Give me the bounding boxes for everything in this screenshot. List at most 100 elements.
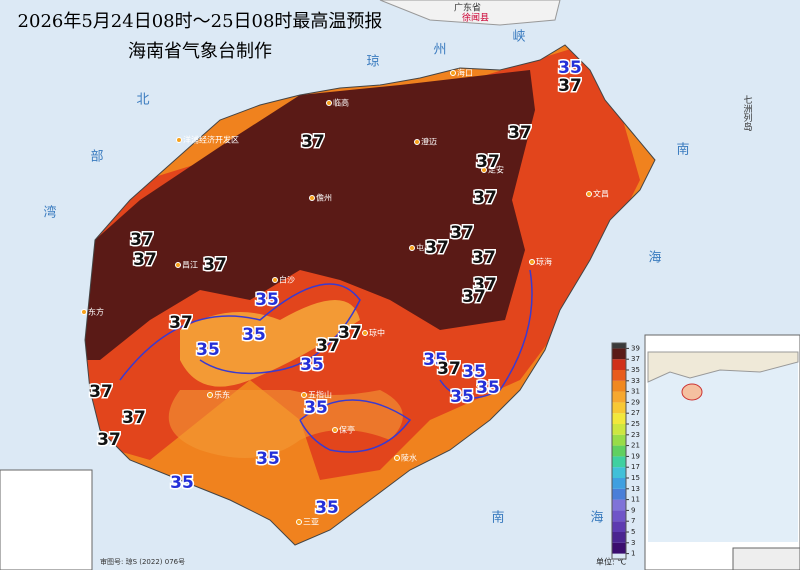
sea-label: 北 [136, 93, 149, 108]
sea-label: 海 [590, 511, 603, 526]
colorbar-segment [612, 467, 626, 478]
city-marker [296, 519, 302, 525]
city-label: 乐东 [214, 390, 230, 400]
temperature-label: 35 [450, 387, 474, 407]
sea-label: 峡 [512, 30, 525, 45]
city-label: 三亚 [303, 518, 319, 527]
city-label: 屯昌 [416, 243, 432, 253]
city-label: 文昌 [593, 189, 609, 199]
sea-label: 海 [648, 251, 661, 266]
temperature-label: 37 [338, 323, 362, 343]
temperature-label: 37 [97, 430, 121, 450]
temperature-label: 37 [437, 359, 461, 379]
sea-label: 南 [676, 142, 689, 158]
colorbar-segment [612, 488, 626, 500]
city-label: 昌江 [182, 261, 198, 270]
neighbor-label: 徐闻县 [462, 12, 489, 24]
city-label: 洋浦经济开发区 [183, 135, 239, 145]
colorbar-tick-label: 29 [631, 398, 640, 406]
city-label: 陵水 [401, 453, 417, 463]
colorbar-segment [612, 532, 626, 543]
city-marker [272, 277, 278, 283]
city-label: 澄迈 [421, 137, 437, 147]
colorbar-segment [612, 380, 626, 392]
city-label: 东方 [88, 307, 104, 317]
temperature-label: 37 [316, 336, 340, 356]
temperature-label: 37 [203, 255, 227, 275]
colorbar-tick-label: 31 [631, 388, 640, 396]
temperature-label: 35 [476, 378, 500, 398]
colorbar-frame [611, 342, 627, 560]
sea-label: 琼 [366, 55, 379, 70]
colorbar-tick-label: 37 [631, 355, 640, 363]
colorbar-tick-label: 39 [631, 344, 640, 352]
neighbor-label: 七洲列岛 [742, 95, 753, 132]
city-marker [450, 70, 456, 76]
colorbar-tick-label: 15 [631, 474, 640, 482]
colorbar-segment [612, 542, 626, 554]
temperature-label: 37 [425, 238, 449, 258]
colorbar-tick-label: 35 [631, 366, 640, 374]
temperature-label: 35 [304, 398, 328, 418]
colorbar-segment [612, 445, 626, 457]
inset-mainland [647, 351, 799, 383]
city-marker [394, 455, 400, 461]
temperature-label: 37 [89, 382, 113, 402]
colorbar-segment [612, 521, 626, 532]
temperature-label: 35 [462, 362, 486, 382]
city-label: 海口 [457, 68, 473, 78]
colorbar-tick-label: 33 [631, 377, 640, 385]
city-marker [476, 382, 482, 388]
city-marker [332, 427, 338, 433]
city-marker [586, 191, 592, 197]
colorbar-segment [612, 391, 626, 403]
city-marker [176, 137, 182, 143]
temperature-label: 35 [300, 355, 324, 375]
temperature-label: 35 [315, 498, 339, 518]
temperature-label: 37 [301, 132, 325, 152]
colorbar-segment [612, 413, 626, 424]
temperature-label: 37 [462, 287, 486, 307]
colorbar-tick-label: 23 [631, 431, 640, 439]
temperature-label: 35 [170, 473, 194, 493]
sea-label: 部 [90, 150, 103, 165]
colorbar-unit: 单位: ℃ [596, 557, 626, 567]
colorbar-segment [612, 359, 626, 370]
inset-title-box [732, 547, 800, 570]
temperature-label: 37 [169, 313, 193, 333]
temperature-label: 37 [473, 275, 497, 295]
colorbar-tick-label: 17 [631, 463, 640, 471]
city-marker [529, 259, 535, 265]
inset-hainan [681, 383, 703, 401]
temperature-label: 35 [256, 449, 280, 469]
colorbar-top [612, 343, 626, 349]
city-marker [309, 195, 315, 201]
temperature-label: 35 [196, 340, 220, 360]
city-marker [326, 100, 332, 106]
colorbar-tick-label: 19 [631, 452, 640, 460]
colorbar-segment [612, 478, 626, 489]
inset-sea [648, 352, 798, 542]
colorbar-tick-label: 11 [631, 496, 640, 504]
city-label: 定安 [488, 165, 504, 175]
legend-box [0, 469, 93, 570]
city-marker [207, 392, 213, 398]
colorbar-segment [612, 456, 626, 468]
city-label: 白沙 [279, 275, 295, 285]
colorbar-segment [612, 510, 626, 522]
colorbar-tick-label: 7 [631, 517, 635, 525]
colorbar-tick-label: 5 [631, 528, 635, 536]
colorbar-tick-label: 3 [631, 539, 635, 547]
sea-label: 州 [433, 43, 446, 58]
city-marker [175, 262, 181, 268]
sea-label: 南 [491, 510, 504, 526]
city-marker [481, 167, 487, 173]
colorbar-tick-label: 27 [631, 409, 640, 417]
temperature-label: 35 [242, 325, 266, 345]
colorbar-segment [612, 424, 626, 435]
city-marker [301, 392, 307, 398]
city-label: 儋州 [316, 193, 332, 203]
city-marker [81, 309, 87, 315]
